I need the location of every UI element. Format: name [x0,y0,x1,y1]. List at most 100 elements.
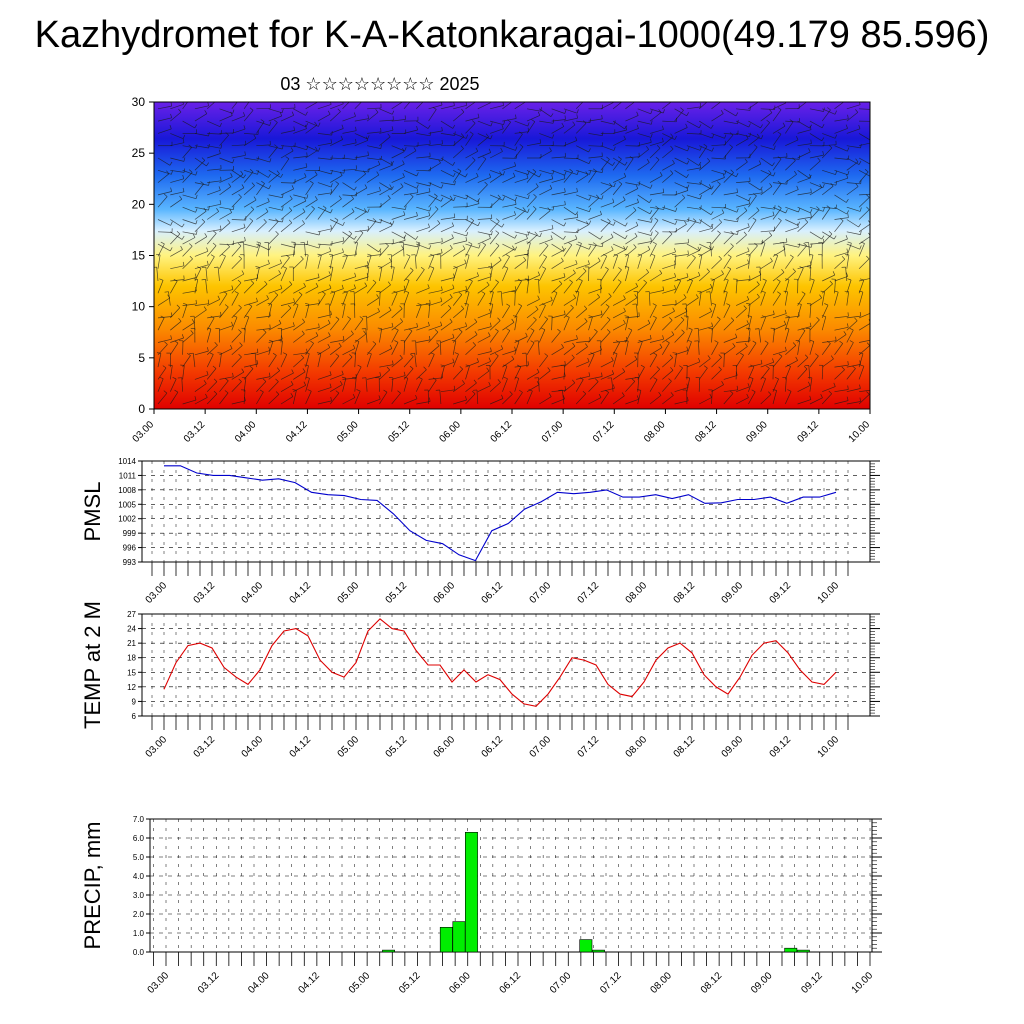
pmsl-y-tick-label: 1014 [118,457,136,466]
cs-x-tick-label: 09.12 [796,419,822,445]
precip-bar [796,949,810,953]
precip-bar [382,949,395,953]
temp-y-tick-label: 18 [127,654,136,663]
precip-x-tick-label: 10.00 [850,970,876,996]
precip-bar [591,949,605,953]
precip-bar [439,926,453,953]
pmsl-x-tick-label: 08.12 [672,580,698,606]
precip-y-axis-label: PRECIP, mm [80,822,105,950]
temp-x-tick-label: 03.12 [192,734,218,760]
cs-y-tick-label: 10 [132,300,146,314]
temp-y-tick-label: 24 [127,625,136,634]
precip-x-tick-label: 08.12 [699,970,725,996]
temp-y-tick-label: 15 [127,668,136,677]
pmsl-x-tick-label: 06.12 [480,580,506,606]
cs-x-tick-label: 03.00 [131,419,157,445]
temp-x-tick-label: 06.00 [432,734,458,760]
temp-x-tick-label: 04.12 [288,734,314,760]
pmsl-x-tick-label: 05.00 [336,580,362,606]
cs-x-tick-label: 05.12 [386,419,412,445]
precip-y-tick-label: 5.0 [133,853,145,862]
temp-panel: 27 24 21 18 15 12 9 6 03.00 03.12 04.00 04.12 05.00 0… [80,601,880,760]
wind-barbs [154,102,870,405]
cross-section-field [154,102,870,409]
temp-x-tick-label: 04.00 [240,734,266,760]
pmsl-x-tick-label: 04.00 [240,580,266,606]
precip-bar [464,831,478,953]
precip-bar [452,921,466,953]
pmsl-x-tick-label: 03.00 [144,580,170,606]
pmsl-grid [142,460,870,563]
pmsl-x-tick-label: 04.12 [288,580,314,606]
temp-y-axis-label: TEMP at 2 M [80,601,105,729]
pmsl-y-tick-label: 1008 [118,486,136,495]
cs-x-tick-label: 09.00 [744,419,770,445]
pmsl-x-tick-label: 07.00 [528,580,554,606]
pmsl-x-tick-label: 08.00 [624,580,650,606]
cs-x-tick-label: 07.12 [591,419,617,445]
cs-y-tick-label: 15 [132,249,146,263]
precip-bar [784,947,798,953]
precip-bar [579,939,593,953]
pmsl-y-tick-label: 1002 [118,515,136,524]
pmsl-panel: 1014 1011 1008 1005 1002 999 996 993 03.00 03.12 0… [80,457,880,606]
precip-y-tick-label: 2.0 [133,910,145,919]
precip-x-tick-label: 09.00 [749,970,775,996]
precip-y-tick-label: 0.0 [133,948,145,957]
temp-x-tick-label: 09.12 [768,734,794,760]
cs-x-tick-label: 06.00 [438,419,464,445]
pmsl-x-tick-label: 03.12 [192,580,218,606]
pmsl-series-line [164,465,837,562]
cs-x-tick-label: 05.00 [335,419,361,445]
temp-y-tick-label: 6 [132,712,137,721]
temp-y-tick-label: 9 [132,697,137,706]
temp-x-tick-label: 05.12 [384,734,410,760]
precip-y-tick-label: 1.0 [133,929,145,938]
precip-x-tick-label: 09.12 [799,970,825,996]
pmsl-x-tick-label: 06.00 [432,580,458,606]
precip-y-tick-label: 4.0 [133,872,145,881]
temp-y-tick-label: 12 [127,683,136,692]
cs-x-tick-label: 04.12 [284,419,310,445]
pmsl-x-tick-label: 09.00 [720,580,746,606]
precip-x-tick-label: 05.12 [397,970,423,996]
precip-x-tick-label: 07.12 [598,970,624,996]
precip-x-tick-label: 06.12 [498,970,524,996]
precip-x-tick-label: 07.00 [548,970,574,996]
temp-x-tick-label: 07.00 [528,734,554,760]
precip-x-tick-label: 03.12 [196,970,222,996]
cs-y-tick-label: 0 [138,402,145,416]
precip-y-tick-label: 7.0 [133,815,145,824]
precip-x-tick-label: 04.00 [246,970,272,996]
precip-y-tick-label: 3.0 [133,891,145,900]
pmsl-x-tick-label: 05.12 [384,580,410,606]
temp-frame [141,613,871,717]
pmsl-y-tick-label: 1005 [118,500,136,509]
pmsl-x-tick-label: 10.00 [816,580,842,606]
cs-y-tick-label: 20 [132,197,146,211]
precip-frame [149,818,873,953]
cs-x-tick-label: 08.00 [642,419,668,445]
temp-y-tick-label: 27 [127,610,136,619]
pmsl-y-tick-label: 996 [123,544,137,553]
cs-x-tick-label: 10.00 [847,419,873,445]
cs-x-tick-label: 07.00 [540,419,566,445]
temp-x-tick-label: 07.12 [576,734,602,760]
temp-x-tick-label: 09.00 [720,734,746,760]
cs-x-tick-label: 08.12 [693,419,719,445]
temp-series-line [163,618,837,707]
cs-x-tick-label: 03.12 [182,419,208,445]
precip-x-tick-label: 08.00 [649,970,675,996]
pmsl-frame [141,460,871,563]
precip-grid [150,818,872,953]
pmsl-y-axis-label: PMSL [80,482,105,542]
precip-x-tick-label: 05.00 [347,970,373,996]
temp-x-tick-label: 08.12 [672,734,698,760]
precip-x-tick-label: 03.00 [146,970,172,996]
precip-panel: 7.0 6.0 5.0 4.0 3.0 2.0 1.0 0.0 03.00 03.12 04.00 0… [80,815,882,996]
cs-x-tick-label: 04.00 [233,419,259,445]
cs-y-tick-label: 25 [132,146,146,160]
chart-title: Kazhydromet for K-A-Katonkaragai-1000(49… [34,14,990,56]
temp-x-tick-label: 10.00 [816,734,842,760]
